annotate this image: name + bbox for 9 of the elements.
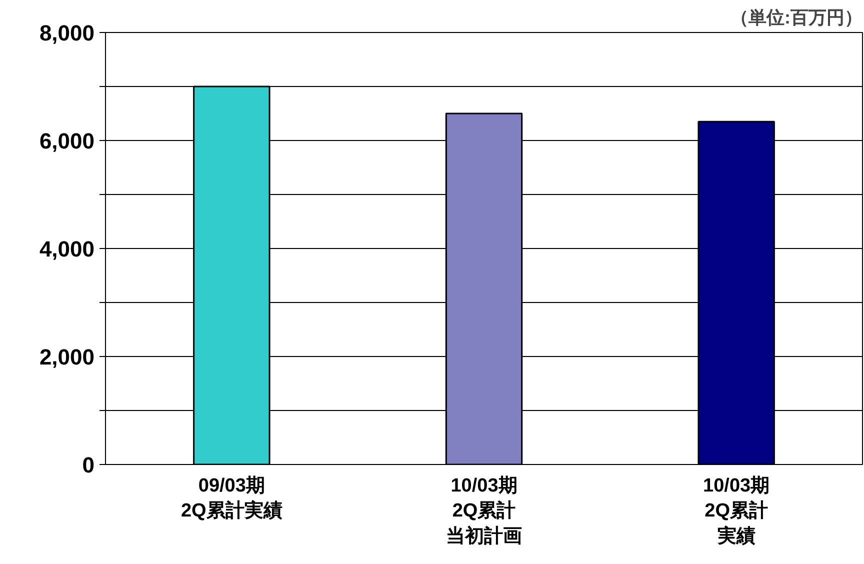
y-tick-label: 6,000: [39, 128, 95, 154]
x-tick-label: 09/03期 2Q累計実績: [180, 476, 282, 522]
x-tick-label: 10/03期 2Q累計実績: [703, 476, 770, 547]
y-tick-label: 0: [82, 452, 95, 478]
y-tick-label: 4,000: [39, 236, 95, 262]
text: （単位:百万円）: [730, 8, 863, 28]
text: 2,000: [39, 344, 95, 370]
x-tick-label: 10/03期 2Q累計当初計画: [446, 476, 522, 547]
y-tick-label: 8,000: [39, 20, 95, 46]
